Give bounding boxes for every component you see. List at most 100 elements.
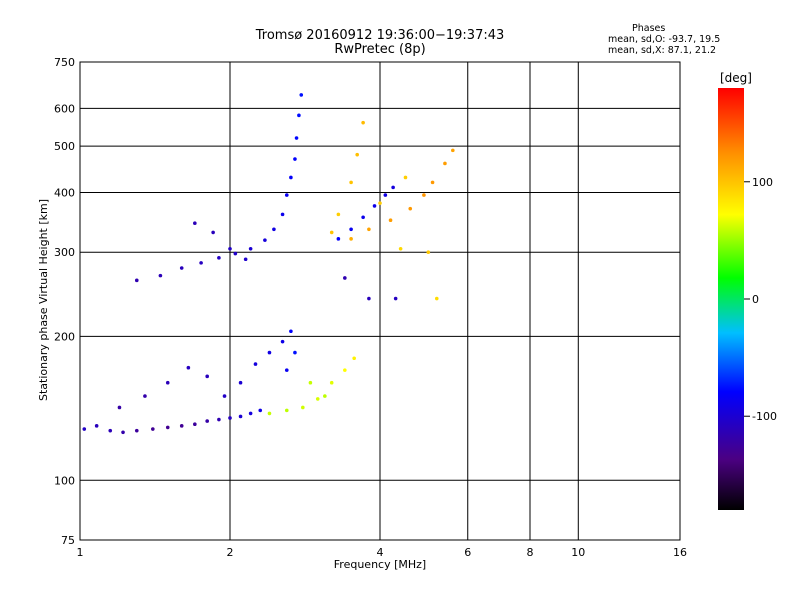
y-tick-label: 100 — [54, 474, 75, 487]
data-points — [82, 93, 455, 435]
data-point-o — [134, 428, 139, 433]
data-point-x — [308, 380, 313, 385]
data-point-o — [293, 350, 297, 355]
data-point-o — [383, 193, 388, 197]
data-point-o — [165, 380, 170, 385]
data-point-x — [355, 152, 359, 157]
data-point-o — [94, 424, 99, 428]
plot-frame — [79, 61, 681, 541]
y-tick-label: 400 — [54, 186, 75, 199]
data-point-x — [408, 206, 413, 211]
data-point-x — [451, 148, 455, 153]
y-tick-label: 750 — [54, 56, 75, 69]
data-point-x — [443, 161, 447, 166]
data-point-o — [217, 256, 221, 260]
data-point-o — [228, 246, 232, 251]
data-point-o — [361, 215, 365, 220]
data-point-x — [352, 356, 356, 361]
data-point-o — [299, 93, 304, 97]
x-tick-labels: 1 2 4 6 8 10 16 — [77, 546, 688, 559]
data-point-o — [297, 113, 301, 118]
data-point-o — [238, 414, 243, 419]
data-point-x — [329, 230, 334, 235]
phase-stats-o: mean, sd,O: -93.7, 19.5 — [608, 34, 721, 45]
data-point-o — [267, 350, 272, 355]
data-point-o — [179, 424, 184, 428]
plot-grid — [80, 62, 680, 540]
data-point-o — [263, 238, 267, 242]
colorbar-tick-label: 100 — [752, 176, 773, 189]
data-point-o — [222, 394, 227, 398]
data-point-o — [248, 411, 253, 416]
colorbar — [718, 88, 744, 510]
data-point-o — [284, 193, 289, 197]
data-point-x — [403, 175, 408, 180]
data-point-x — [426, 250, 431, 255]
data-point-x — [349, 180, 353, 185]
data-point-o — [108, 428, 113, 433]
data-point-o — [293, 157, 297, 161]
x-tick-label: 16 — [673, 546, 687, 559]
phases-heading: Phases — [632, 23, 666, 34]
data-point-x — [367, 227, 371, 232]
data-point-o — [280, 339, 285, 344]
data-point-x — [361, 120, 365, 125]
data-point-o — [134, 278, 139, 283]
y-tick-label: 200 — [54, 330, 75, 343]
data-point-x — [329, 380, 334, 385]
data-point-o — [258, 408, 263, 413]
y-tick-label: 75 — [61, 534, 75, 547]
data-point-o — [82, 427, 87, 431]
data-point-o — [393, 296, 398, 301]
x-tick-label: 4 — [377, 546, 384, 559]
data-point-x — [343, 368, 347, 372]
data-point-x — [398, 246, 403, 251]
data-point-o — [372, 204, 377, 208]
colorbar-unit: [deg] — [720, 71, 752, 85]
data-point-x — [388, 218, 393, 223]
y-tick-labels: 75 100 200 300 400 500 600 750 — [54, 56, 75, 547]
y-axis-label: Stationary phase Virtual Height [km] — [37, 199, 50, 401]
data-point-x — [284, 408, 289, 413]
data-point-o — [179, 266, 184, 270]
data-point-o — [294, 136, 299, 140]
data-point-o — [391, 185, 395, 190]
y-tick-label: 600 — [54, 102, 75, 115]
data-point-x — [422, 193, 426, 197]
data-point-o — [199, 261, 203, 265]
data-point-o — [233, 251, 238, 256]
x-tick-label: 8 — [527, 546, 534, 559]
x-axis-label: Frequency [MHz] — [334, 558, 426, 571]
y-tick-label: 500 — [54, 140, 75, 153]
data-point-x — [301, 405, 305, 410]
data-point-o — [158, 273, 163, 278]
data-point-o — [121, 430, 125, 435]
data-point-o — [117, 405, 122, 410]
data-point-o — [205, 374, 209, 379]
data-point-o — [336, 237, 341, 241]
data-point-o — [243, 257, 248, 262]
data-point-x — [323, 394, 327, 398]
data-point-o — [289, 329, 293, 334]
data-point-o — [367, 296, 371, 301]
data-point-x — [267, 411, 272, 416]
data-point-o — [248, 246, 253, 251]
x-tick-label: 6 — [464, 546, 471, 559]
colorbar-ticks: 100 0 -100 — [744, 176, 777, 423]
data-point-o — [280, 212, 285, 217]
x-tick-label: 10 — [571, 546, 585, 559]
data-point-x — [434, 296, 439, 301]
data-point-o — [343, 276, 347, 280]
data-point-o — [253, 362, 258, 366]
data-point-o — [205, 419, 209, 423]
data-point-o — [143, 394, 147, 398]
data-point-o — [289, 175, 293, 180]
data-point-x — [349, 237, 353, 241]
data-point-o — [193, 221, 197, 226]
x-tick-label: 1 — [77, 546, 84, 559]
data-point-o — [193, 422, 197, 427]
phase-stats-x: mean, sd,X: 87.1, 21.2 — [608, 45, 717, 56]
chart-subtitle: RwPretec (8p) — [334, 42, 426, 57]
data-point-x — [336, 212, 341, 217]
data-point-o — [211, 230, 215, 235]
